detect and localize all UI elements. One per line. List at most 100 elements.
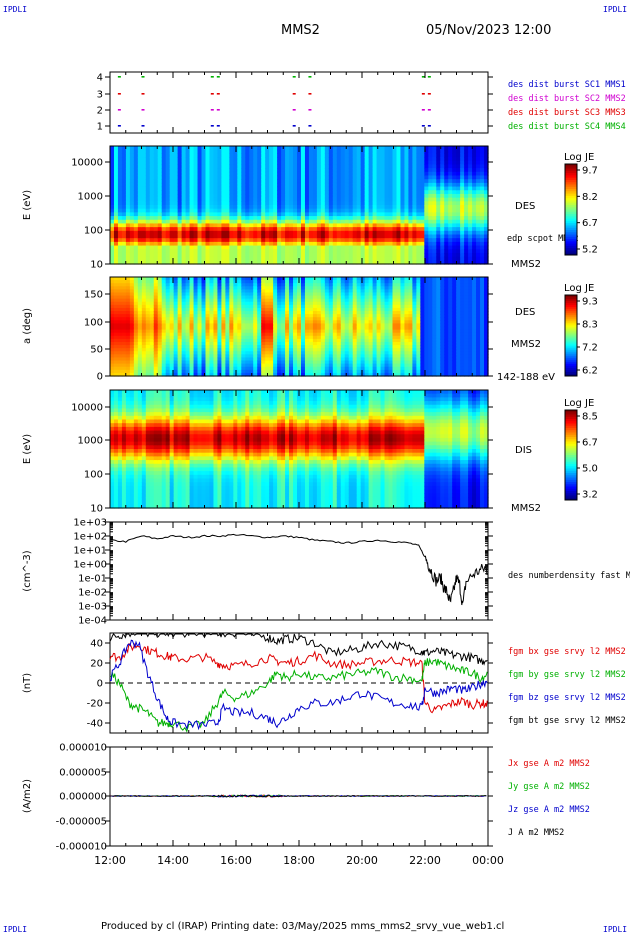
heatmap-cell bbox=[217, 277, 223, 281]
heatmap-cell bbox=[173, 341, 179, 346]
heatmap-cell bbox=[420, 252, 425, 258]
heatmap-cell bbox=[217, 320, 223, 325]
heatmap-cell bbox=[201, 280, 207, 284]
heatmap-cell bbox=[225, 182, 230, 188]
heatmap-cell bbox=[129, 208, 135, 213]
heatmap-cell bbox=[245, 363, 250, 368]
heatmap-cell bbox=[428, 146, 433, 151]
heatmap-cell bbox=[484, 252, 489, 258]
heatmap-cell bbox=[141, 369, 147, 374]
heatmap-cell bbox=[257, 219, 262, 225]
heatmap-cell bbox=[456, 216, 461, 221]
heatmap-cell bbox=[209, 182, 215, 188]
heatmap-cell bbox=[304, 245, 310, 250]
heatmap-cell bbox=[300, 146, 306, 151]
heatmap-cell bbox=[173, 320, 179, 325]
heatmap-cell bbox=[165, 230, 171, 236]
heatmap-cell bbox=[197, 208, 203, 213]
heatmap-cell bbox=[225, 179, 230, 184]
heatmap-cell bbox=[412, 197, 417, 202]
heatmap-cell bbox=[265, 205, 270, 210]
heatmap-cell bbox=[420, 212, 425, 217]
heatmap-cell bbox=[193, 190, 199, 195]
heatmap-cell bbox=[121, 171, 127, 177]
heatmap-cell bbox=[364, 171, 370, 177]
heatmap-cell bbox=[300, 320, 306, 325]
heatmap-cell bbox=[452, 252, 457, 258]
heatmap-cell bbox=[141, 168, 147, 173]
heatmap-cell bbox=[277, 307, 282, 312]
heatmap-cell bbox=[169, 348, 175, 352]
heatmap-cell bbox=[265, 348, 270, 352]
heatmap-cell bbox=[289, 197, 294, 202]
burst-mark bbox=[117, 125, 121, 127]
heatmap-cell bbox=[308, 227, 314, 232]
heatmap-cell bbox=[225, 256, 230, 261]
heatmap-cell bbox=[328, 249, 334, 254]
heatmap-cell bbox=[225, 311, 230, 315]
heatmap-cell bbox=[480, 245, 485, 250]
heatmap-cell bbox=[137, 212, 143, 217]
heatmap-cell bbox=[173, 345, 179, 349]
heatmap-cell bbox=[348, 260, 354, 265]
heatmap-cell bbox=[456, 227, 461, 232]
heatmap-cell bbox=[304, 219, 310, 225]
colorbar-swatch bbox=[565, 168, 577, 172]
heatmap-cell bbox=[229, 249, 234, 254]
heatmap-cell bbox=[428, 256, 433, 261]
heatmap-cell bbox=[293, 164, 298, 169]
heatmap-cell bbox=[277, 208, 282, 213]
heatmap-cell bbox=[189, 216, 195, 221]
heatmap-cell bbox=[201, 164, 207, 169]
heatmap-cell bbox=[320, 280, 326, 284]
burst-mark bbox=[210, 93, 214, 95]
heatmap-cell bbox=[300, 219, 306, 225]
heatmap-cell bbox=[253, 286, 258, 290]
heatmap-cell bbox=[388, 201, 394, 206]
heatmap-cell bbox=[356, 260, 362, 265]
heatmap-cell bbox=[229, 197, 234, 202]
heatmap-cell bbox=[340, 216, 346, 221]
heatmap-cell bbox=[340, 179, 346, 184]
heatmap-cell bbox=[281, 182, 286, 188]
heatmap-cell bbox=[209, 277, 215, 281]
heatmap-cell bbox=[320, 175, 326, 180]
heatmap-cell bbox=[281, 345, 286, 349]
heatmap-cell bbox=[205, 354, 211, 359]
heatmap-cell bbox=[125, 227, 131, 232]
heatmap-cell bbox=[125, 357, 131, 362]
heatmap-cell bbox=[173, 348, 179, 352]
heatmap-cell bbox=[396, 227, 402, 232]
heatmap-cell bbox=[249, 307, 254, 312]
heatmap-cell bbox=[316, 341, 322, 346]
heatmap-cell bbox=[249, 357, 254, 362]
heatmap-cell bbox=[213, 205, 219, 210]
heatmap-cell bbox=[289, 354, 294, 359]
heatmap-cell bbox=[297, 307, 302, 312]
heatmap-cell bbox=[125, 149, 131, 154]
heatmap-cell bbox=[448, 223, 453, 228]
heatmap-cell bbox=[308, 157, 314, 162]
heatmap-cell bbox=[364, 182, 370, 188]
heatmap-cell bbox=[273, 146, 278, 151]
heatmap-cell bbox=[157, 295, 163, 300]
heatmap-cell bbox=[229, 357, 234, 362]
heatmap-cell bbox=[141, 357, 147, 362]
heatmap-cell bbox=[472, 205, 477, 210]
heatmap-cell bbox=[392, 157, 398, 162]
heatmap-cell bbox=[360, 175, 366, 180]
heatmap-cell bbox=[300, 190, 306, 195]
heatmap-cell bbox=[356, 256, 362, 261]
heatmap-cell bbox=[213, 245, 219, 250]
heatmap-cell bbox=[185, 223, 191, 228]
heatmap-cell bbox=[277, 219, 282, 225]
heatmap-cell bbox=[177, 323, 183, 328]
heatmap-cell bbox=[161, 197, 167, 202]
heatmap-cell bbox=[125, 351, 131, 355]
heatmap-cell bbox=[169, 366, 175, 371]
heatmap-cell bbox=[193, 171, 199, 177]
heatmap-cell bbox=[428, 193, 433, 199]
heatmap-cell bbox=[297, 348, 302, 352]
heatmap-cell bbox=[241, 341, 246, 346]
heatmap-cell bbox=[261, 323, 266, 328]
